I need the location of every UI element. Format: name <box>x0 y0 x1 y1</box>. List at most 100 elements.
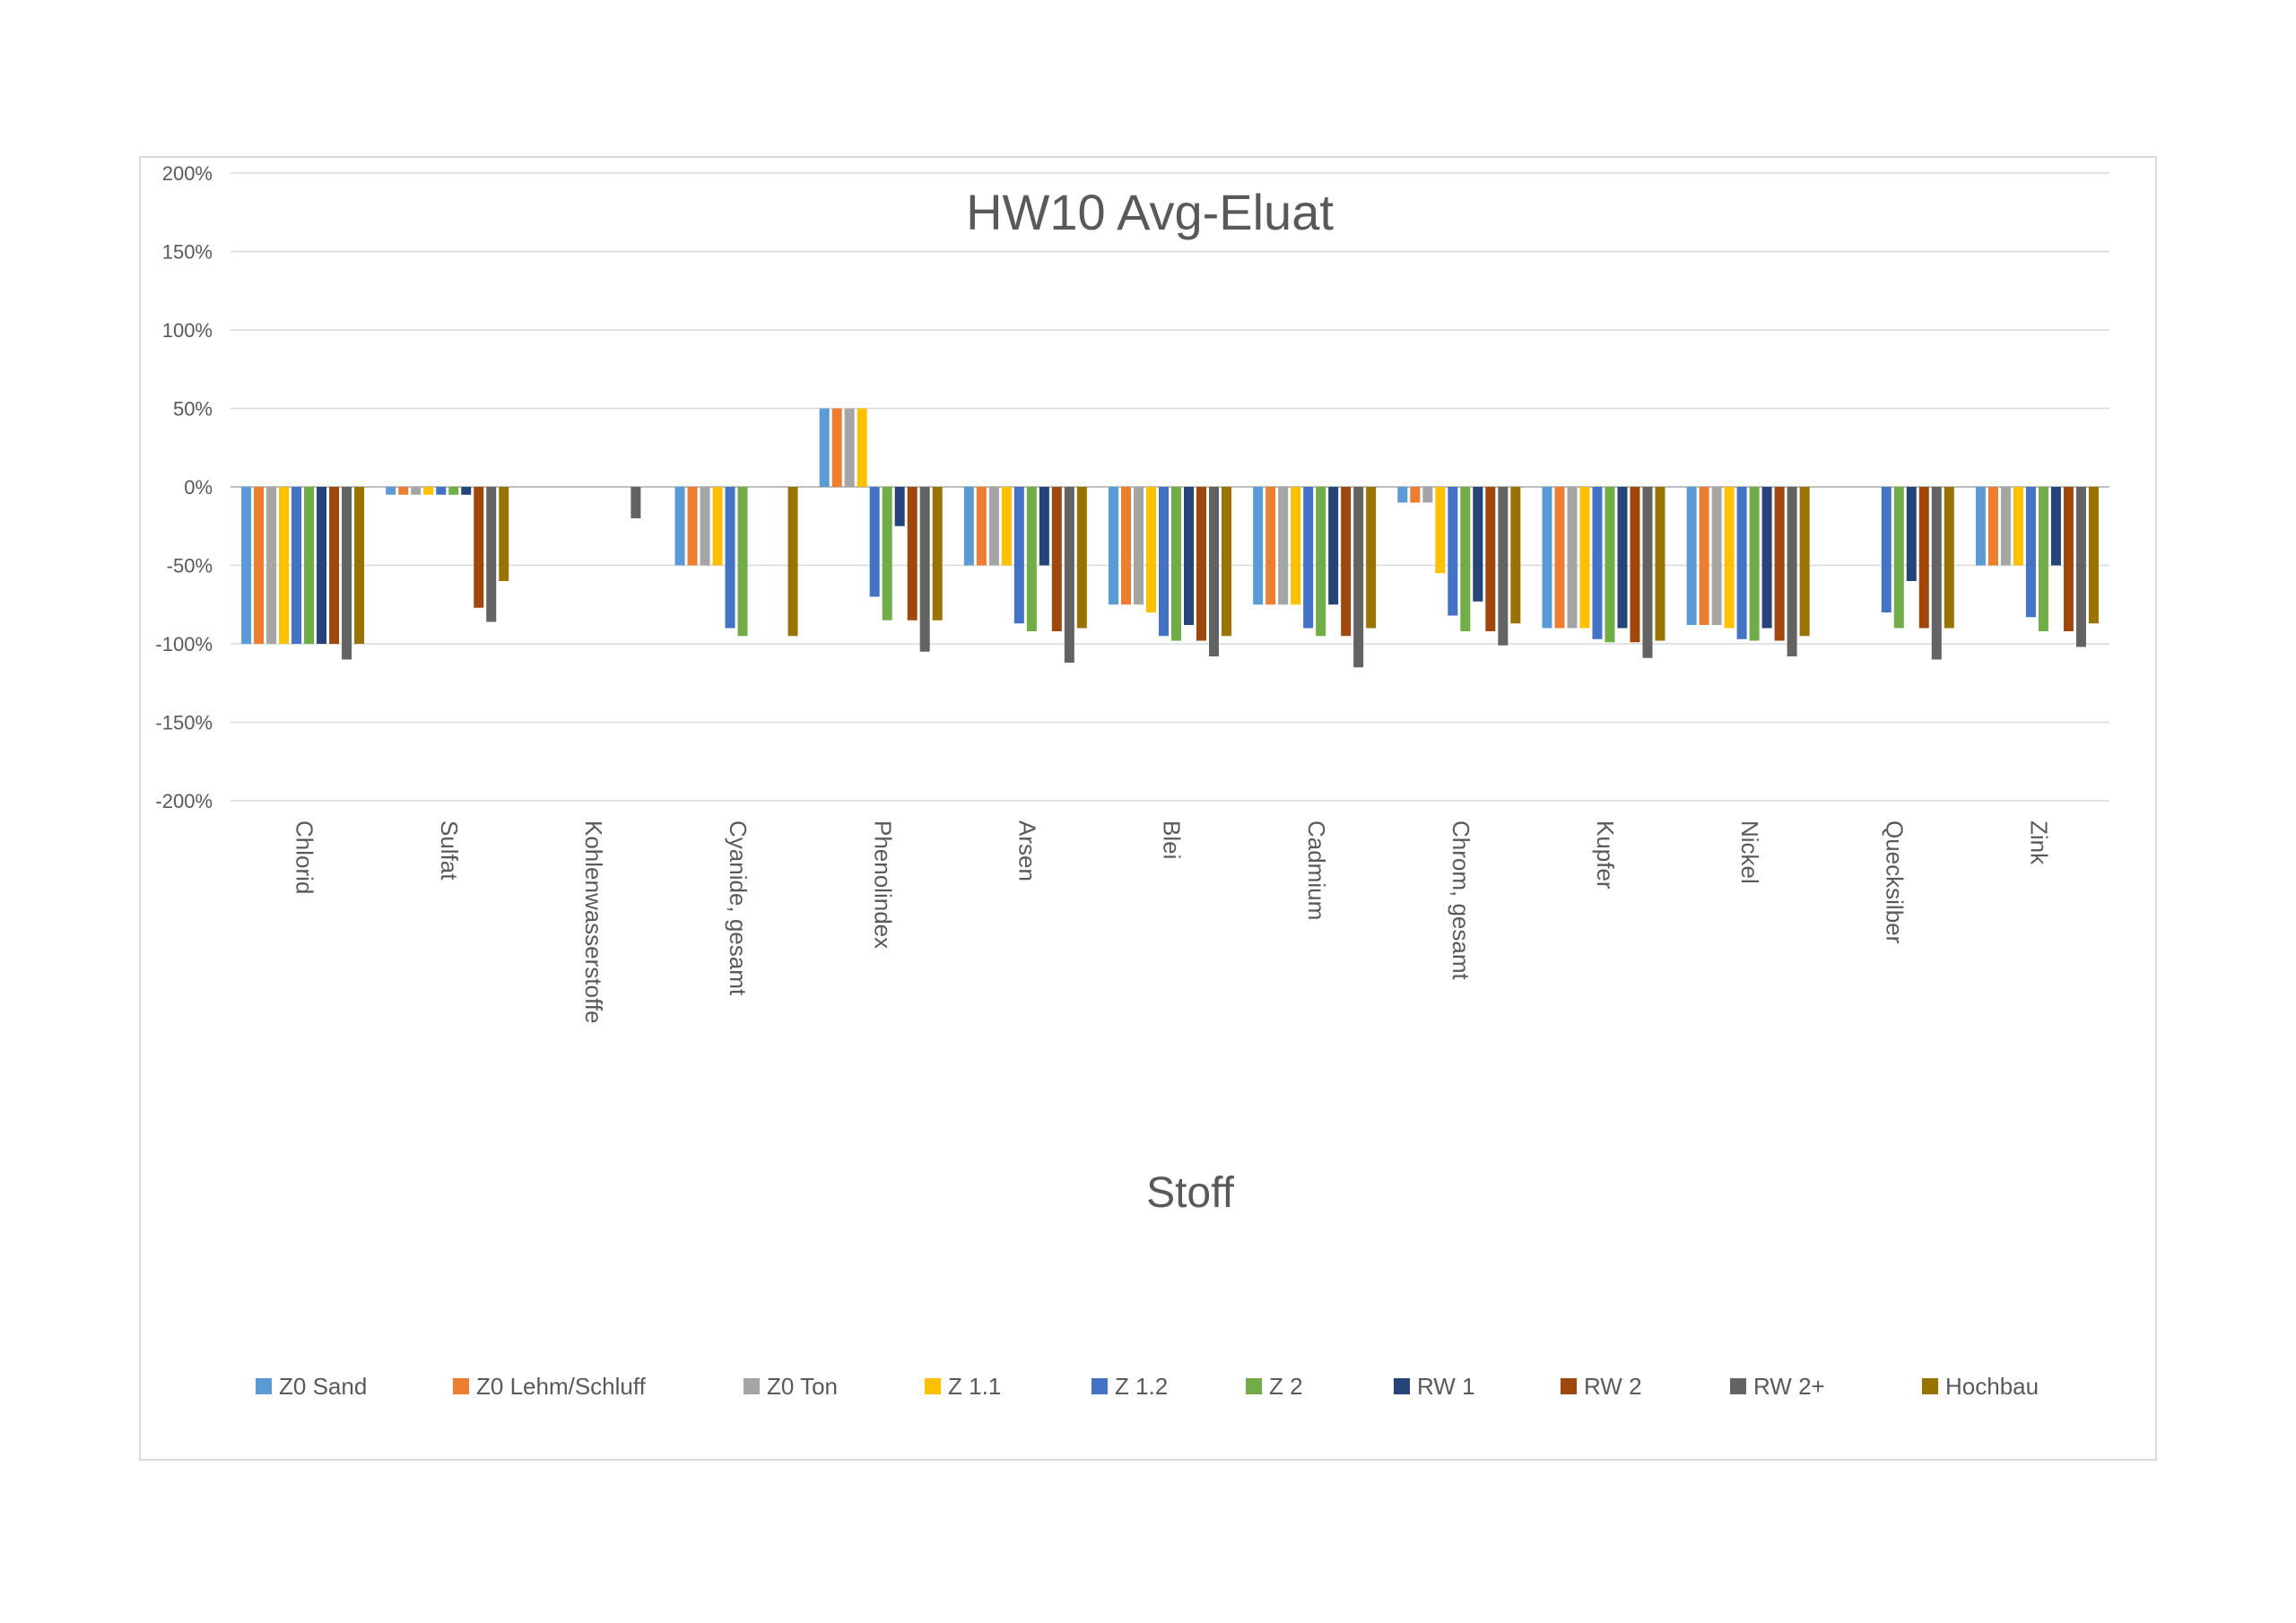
bar <box>1642 487 1653 658</box>
bar <box>1567 487 1578 629</box>
legend-swatch <box>1394 1378 1410 1394</box>
bar <box>819 408 830 487</box>
bar <box>1617 487 1628 629</box>
bar <box>1473 487 1483 602</box>
y-tick-label: 150% <box>162 241 213 264</box>
bar <box>1064 487 1074 663</box>
bar <box>486 487 497 622</box>
bar <box>787 487 798 637</box>
legend-item: RW 2 <box>1561 1373 1642 1400</box>
bar <box>1146 487 1156 612</box>
legend-label: RW 1 <box>1417 1373 1475 1400</box>
bar <box>1291 487 1301 605</box>
bar <box>1711 487 1722 625</box>
category-label: Cyanide, gesamt <box>725 820 752 996</box>
bar <box>398 487 409 495</box>
bar <box>1987 487 1998 566</box>
legend-swatch <box>256 1378 272 1394</box>
legend-item: Z0 Lehm/Schluff <box>453 1373 647 1400</box>
bar <box>317 487 327 644</box>
bar <box>436 487 447 495</box>
legend-item: Z0 Ton <box>744 1373 838 1400</box>
bar <box>1918 487 1929 629</box>
gridlines <box>230 172 2109 802</box>
bar <box>1422 487 1433 503</box>
legend-label: Hochbau <box>1945 1373 2039 1400</box>
bar <box>631 487 641 518</box>
legend-label: Z0 Sand <box>279 1373 367 1400</box>
bar <box>342 487 352 660</box>
bar <box>1881 487 1892 612</box>
bar <box>1498 487 1509 646</box>
bar <box>423 487 434 495</box>
bar <box>1121 487 1131 605</box>
legend-swatch <box>1246 1378 1262 1394</box>
bar <box>1366 487 1377 629</box>
bar <box>1109 487 1118 605</box>
bar <box>1435 487 1446 574</box>
bar <box>2063 487 2074 631</box>
bar <box>2075 487 2086 647</box>
category-label: Chlorid <box>291 820 318 894</box>
legend-item: Z 1.1 <box>925 1373 1001 1400</box>
bar <box>1039 487 1049 566</box>
legend-label: Z0 Lehm/Schluff <box>476 1373 647 1400</box>
legend-label: Z 2 <box>1269 1373 1303 1400</box>
bar <box>1278 487 1289 605</box>
bar <box>1605 487 1615 643</box>
bar <box>1076 487 1087 629</box>
bar <box>1579 487 1590 629</box>
bar <box>1159 487 1169 637</box>
bar <box>1196 487 1206 641</box>
category-label: Cadmium <box>1303 820 1330 920</box>
legend-item: RW 2+ <box>1730 1373 1825 1400</box>
y-tick-label: 0% <box>184 476 213 499</box>
bar <box>1686 487 1697 625</box>
legend-item: Hochbau <box>1922 1373 2039 1400</box>
bar <box>894 487 905 526</box>
legend-swatch <box>1091 1378 1108 1394</box>
bar <box>2013 487 2023 566</box>
y-axis-ticks: 200% 150% 100% 50% 0% -50% -100% -150% -200% <box>155 162 213 812</box>
x-axis-title: Stoff <box>1146 1169 1235 1217</box>
bar <box>1026 487 1037 631</box>
bar <box>1893 487 1904 629</box>
bar <box>1736 487 1747 639</box>
category-label: Kohlenwasserstoffe <box>580 820 607 1023</box>
legend-label: Z0 Ton <box>767 1373 838 1400</box>
category-label: Phenolindex <box>869 820 896 949</box>
legend-swatch <box>1561 1378 1577 1394</box>
bar <box>354 487 365 644</box>
category-label: Quecksilber <box>1881 820 1908 944</box>
bar <box>919 487 930 652</box>
chart-title: HW10 Avg-Eluat <box>966 184 1334 240</box>
bar <box>1316 487 1326 637</box>
bar <box>1209 487 1219 656</box>
bar <box>1944 487 1954 629</box>
bar <box>1013 487 1024 624</box>
bar <box>304 487 315 644</box>
bar <box>2050 487 2061 566</box>
bar <box>1001 487 1012 566</box>
bar <box>737 487 748 637</box>
bar <box>1253 487 1264 605</box>
bar <box>1222 487 1231 637</box>
legend-item: Z 2 <box>1246 1373 1303 1400</box>
bar <box>976 487 987 566</box>
bar <box>1749 487 1760 641</box>
bar <box>700 487 710 566</box>
bar <box>291 487 302 644</box>
bar <box>1787 487 1797 656</box>
legend-item: RW 1 <box>1394 1373 1475 1400</box>
bar <box>241 487 252 644</box>
chart-svg: HW10 Avg-Eluat 200% 150% 100% 50% 0% -50% -100… <box>155 162 2109 1400</box>
bar <box>1655 487 1665 641</box>
bar <box>1761 487 1772 629</box>
bars <box>241 408 2099 668</box>
bar <box>1448 487 1458 616</box>
y-tick-label: 100% <box>162 319 213 342</box>
bar <box>1134 487 1144 605</box>
bar <box>1328 487 1339 605</box>
legend-item: Z0 Sand <box>256 1373 367 1400</box>
bar <box>279 487 290 644</box>
